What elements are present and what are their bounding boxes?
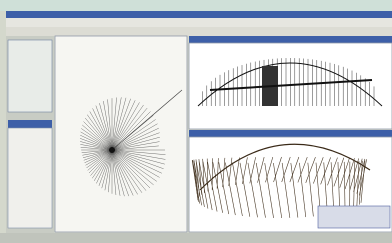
tool-palette[interactable] [8, 40, 52, 112]
page: {} (() => { const ns = 'http://www.w3.or… [0, 0, 392, 243]
top-bar [0, 0, 392, 11]
status-bar [0, 233, 392, 243]
center-node [109, 147, 115, 153]
cad-screenshot [0, 0, 392, 243]
plan-viewport[interactable] [55, 36, 187, 232]
toolbar[interactable] [6, 27, 392, 36]
properties-panel [8, 128, 52, 228]
floating-toolbar[interactable] [318, 206, 390, 228]
title-bar [6, 11, 392, 18]
viewport-title [189, 130, 392, 137]
viewport-title [189, 36, 392, 43]
panel-header [8, 120, 52, 128]
menu-bar [6, 18, 392, 27]
